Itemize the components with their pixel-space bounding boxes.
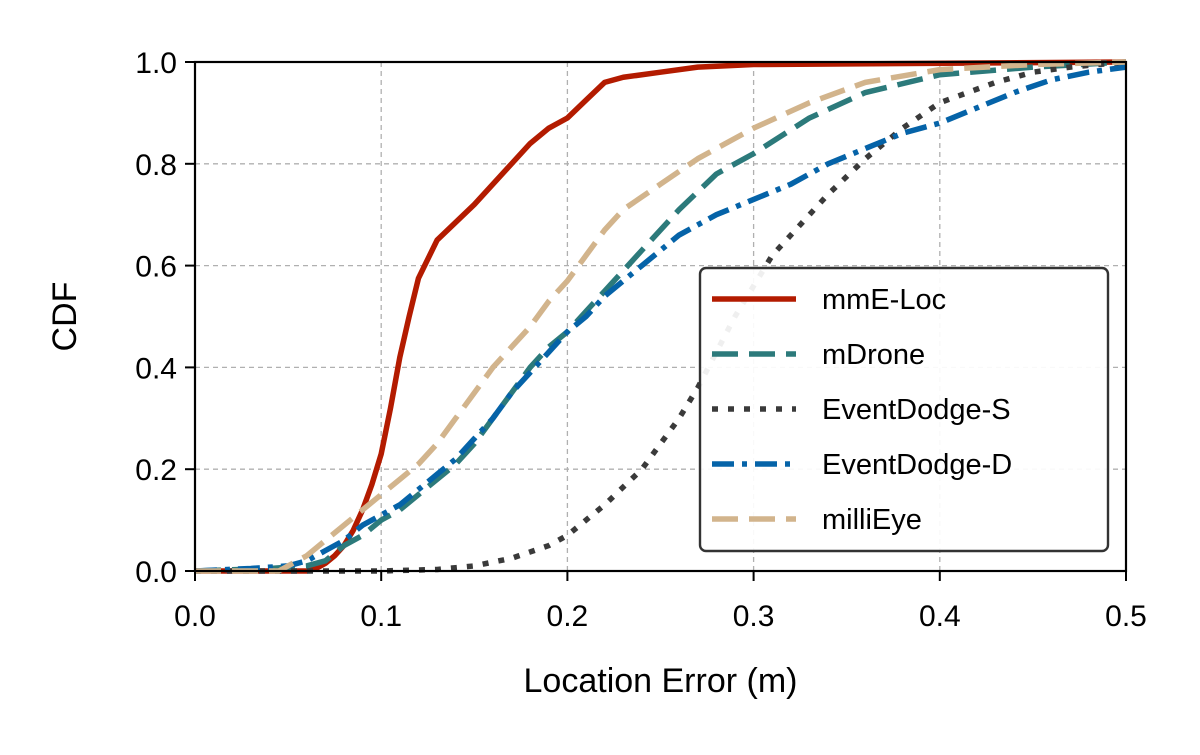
y-tick-label: 0.8 bbox=[135, 149, 177, 182]
y-tick-label: 0.2 bbox=[135, 454, 177, 487]
legend-box bbox=[698, 266, 1110, 553]
y-tick-label: 0.4 bbox=[135, 352, 177, 385]
axis-ticks: 0.0 0.1 0.2 0.3 0.4 0.5 0.0 0.2 0.4 0.6 0.8 1.0 bbox=[135, 47, 1147, 633]
series-line-mme-loc bbox=[195, 59, 1127, 574]
legend-label: mmE-Loc bbox=[822, 284, 946, 316]
series-line-millieye bbox=[195, 59, 1127, 574]
y-axis-title: CDF bbox=[46, 282, 84, 352]
series-line-mdrone bbox=[194, 59, 1127, 574]
legend-label: mDrone bbox=[822, 339, 925, 371]
x-tick-label: 0.1 bbox=[360, 600, 402, 633]
legend: mmE-Loc mDrone EventDodge-S EventDodge-D mil… bbox=[698, 266, 1110, 553]
y-tick-label: 0.0 bbox=[135, 556, 177, 589]
x-tick-label: 0.4 bbox=[919, 600, 961, 633]
plot-frame bbox=[193, 60, 1128, 573]
legend-label: milliEye bbox=[822, 504, 922, 536]
legend-label: EventDodge-D bbox=[822, 449, 1012, 481]
x-tick-label: 0.5 bbox=[1105, 600, 1147, 633]
series-line-eventdodge-d bbox=[194, 64, 1127, 574]
y-tick-label: 0.6 bbox=[135, 251, 177, 284]
series-lines bbox=[194, 59, 1127, 574]
y-tick-label: 1.0 bbox=[135, 47, 177, 80]
x-tick-label: 0.2 bbox=[547, 600, 589, 633]
x-axis-title: Location Error (m) bbox=[524, 662, 798, 700]
x-tick-label: 0.3 bbox=[733, 600, 775, 633]
x-tick-label: 0.0 bbox=[174, 600, 216, 633]
legend-label: EventDodge-S bbox=[822, 394, 1011, 426]
